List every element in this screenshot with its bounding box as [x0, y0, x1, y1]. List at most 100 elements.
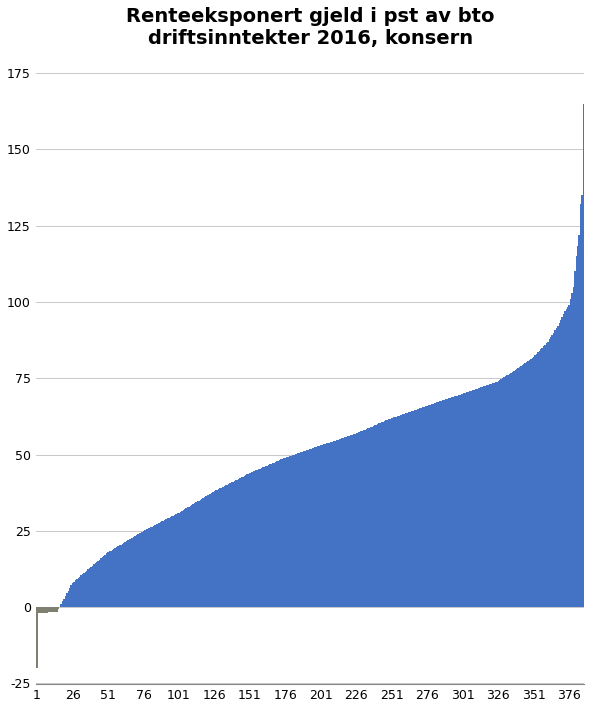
Bar	[337, 440, 339, 607]
Bar	[482, 386, 483, 607]
Bar	[144, 530, 145, 607]
Bar	[428, 406, 430, 607]
Bar	[563, 314, 564, 607]
Bar	[82, 574, 83, 607]
Bar	[465, 393, 466, 607]
Bar	[272, 463, 273, 607]
Bar	[235, 480, 236, 607]
Bar	[543, 346, 544, 607]
Bar	[431, 404, 432, 607]
Bar	[311, 448, 313, 607]
Bar	[180, 512, 181, 607]
Bar	[251, 472, 252, 607]
Bar	[374, 425, 375, 607]
Bar	[329, 442, 330, 607]
Bar	[108, 552, 109, 607]
Bar	[198, 501, 200, 607]
Bar	[488, 385, 489, 607]
Bar	[430, 405, 431, 607]
Bar	[209, 493, 211, 607]
Bar	[323, 445, 324, 607]
Bar	[256, 470, 258, 607]
Bar	[294, 454, 296, 607]
Bar	[193, 504, 194, 607]
Bar	[177, 513, 178, 607]
Bar	[105, 554, 106, 607]
Bar	[230, 482, 232, 607]
Bar	[520, 366, 522, 607]
Bar	[207, 496, 208, 607]
Bar	[116, 547, 117, 607]
Bar	[280, 459, 282, 607]
Bar	[200, 500, 201, 607]
Bar	[411, 411, 413, 607]
Bar	[271, 464, 272, 607]
Bar	[269, 464, 271, 607]
Bar	[243, 476, 245, 607]
Bar	[265, 467, 266, 607]
Bar	[501, 379, 502, 607]
Bar	[293, 454, 294, 607]
Bar	[221, 488, 222, 607]
Bar	[292, 455, 293, 607]
Bar	[551, 335, 553, 607]
Bar	[290, 456, 292, 607]
Bar	[140, 532, 141, 607]
Bar	[275, 462, 276, 607]
Bar	[287, 457, 289, 607]
Bar	[414, 411, 415, 607]
Bar	[212, 492, 214, 607]
Bar	[90, 567, 92, 607]
Bar	[350, 435, 352, 607]
Bar	[141, 532, 143, 607]
Bar	[463, 393, 465, 607]
Bar	[313, 448, 314, 607]
Bar	[214, 491, 215, 607]
Bar	[448, 398, 449, 607]
Bar	[225, 486, 226, 607]
Bar	[56, 607, 58, 612]
Bar	[345, 437, 346, 607]
Bar	[239, 478, 241, 607]
Bar	[273, 462, 275, 607]
Bar	[566, 309, 567, 607]
Bar	[219, 489, 221, 607]
Bar	[51, 607, 52, 613]
Bar	[470, 391, 472, 607]
Bar	[150, 527, 151, 607]
Bar	[259, 469, 261, 607]
Bar	[262, 467, 264, 607]
Bar	[165, 519, 167, 607]
Bar	[62, 601, 63, 607]
Bar	[49, 607, 51, 613]
Bar	[297, 453, 299, 607]
Bar	[560, 320, 561, 607]
Bar	[510, 372, 512, 607]
Bar	[87, 569, 89, 607]
Bar	[434, 403, 435, 607]
Bar	[85, 571, 86, 607]
Bar	[421, 408, 423, 607]
Bar	[330, 442, 332, 607]
Bar	[307, 450, 309, 607]
Bar	[168, 518, 170, 607]
Bar	[519, 367, 520, 607]
Bar	[356, 433, 357, 607]
Bar	[248, 474, 249, 607]
Bar	[423, 407, 424, 607]
Bar	[96, 562, 98, 607]
Bar	[361, 431, 363, 607]
Bar	[550, 337, 551, 607]
Bar	[352, 435, 353, 607]
Bar	[174, 515, 176, 607]
Bar	[208, 495, 209, 607]
Bar	[576, 256, 577, 607]
Bar	[354, 434, 356, 607]
Bar	[404, 413, 405, 607]
Bar	[70, 586, 72, 607]
Bar	[538, 351, 540, 607]
Bar	[492, 384, 493, 607]
Bar	[432, 404, 434, 607]
Bar	[509, 374, 510, 607]
Bar	[547, 342, 548, 607]
